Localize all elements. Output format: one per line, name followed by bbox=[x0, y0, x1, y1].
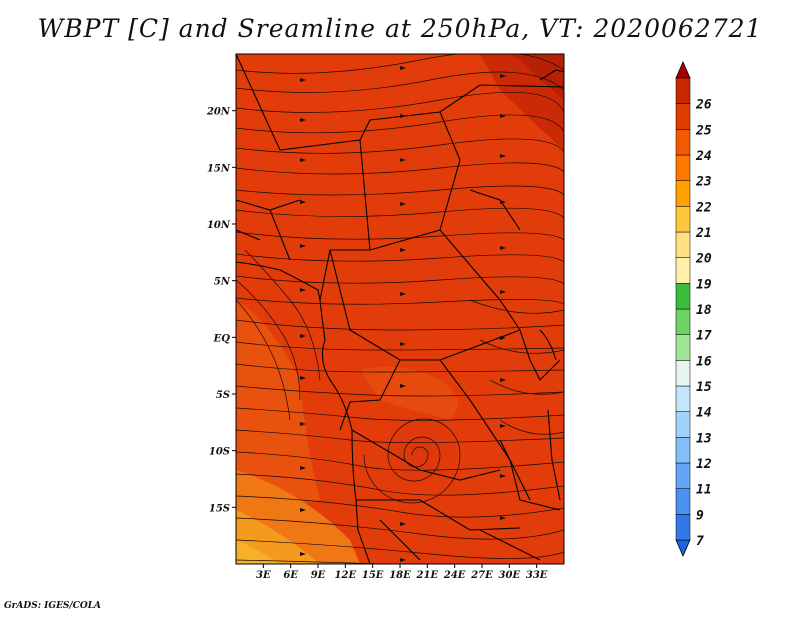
colorbar-box bbox=[675, 129, 691, 156]
colorbar-min-arrow bbox=[675, 539, 691, 557]
lon-tick-label: 12E bbox=[335, 570, 357, 581]
lon-tick-label: 24E bbox=[443, 570, 466, 581]
credit-text: GrADS: IGES/COLA bbox=[4, 601, 102, 611]
colorbar-box bbox=[675, 462, 691, 489]
cooler-region-west bbox=[236, 300, 320, 520]
colorbar-label: 18 bbox=[696, 303, 712, 318]
map-title: WBPT [C] and Sreamline at 250hPa, VT: 20… bbox=[37, 14, 763, 43]
lon-tick-label: 6E bbox=[283, 570, 298, 581]
country-borders bbox=[236, 54, 564, 564]
colorbar-box bbox=[675, 385, 691, 412]
lat-tick-label: 5N bbox=[214, 277, 231, 288]
colorbar-max-arrow bbox=[675, 61, 691, 79]
map-panel bbox=[236, 54, 564, 564]
colorbar-label: 9 bbox=[696, 508, 704, 523]
colorbar-label: 12 bbox=[696, 457, 712, 472]
lon-tick-label: 21E bbox=[416, 570, 439, 581]
lon-tick-label: 18E bbox=[389, 570, 411, 581]
streamline-arrows bbox=[300, 66, 506, 562]
streamlines bbox=[236, 54, 564, 564]
colorbar-label: 25 bbox=[695, 123, 712, 138]
lat-tick-label: 20N bbox=[206, 107, 231, 118]
colorbar-label: 17 bbox=[696, 329, 712, 344]
colorbar-box bbox=[675, 231, 691, 258]
colorbar-label: 15 bbox=[696, 380, 712, 395]
cooler-blotch-center bbox=[360, 366, 458, 420]
lat-tick-label: EQ bbox=[213, 333, 231, 344]
colorbar-label: 22 bbox=[695, 200, 712, 215]
colorbar-label: 11 bbox=[696, 483, 712, 498]
colorbar-label: 19 bbox=[696, 277, 712, 292]
colorbar-box bbox=[675, 180, 691, 207]
colorbar-box bbox=[675, 488, 691, 515]
colorbar-box bbox=[675, 103, 691, 130]
lat-tick-label: 15S bbox=[209, 503, 230, 514]
colorbar-box bbox=[675, 308, 691, 335]
latitude-axis: 20N 15N 10N 5N EQ 5S 10S 15S bbox=[206, 107, 236, 514]
colorbar-label: 20 bbox=[695, 252, 712, 267]
colorbar-box bbox=[675, 360, 691, 387]
colorbar-label: 23 bbox=[695, 175, 712, 190]
colorbar: 7 9 11 12 13 14 15 16 17 18 19 20 21 22 23 24 25 26 bbox=[675, 61, 712, 557]
colorbar-box bbox=[675, 257, 691, 284]
colorbar-box bbox=[675, 514, 691, 541]
colorbar-label: 7 bbox=[696, 534, 704, 549]
lon-tick-label: 27E bbox=[470, 570, 493, 581]
colorbar-label: 13 bbox=[696, 431, 712, 446]
colorbar-box bbox=[675, 437, 691, 464]
colorbar-box bbox=[675, 154, 691, 181]
lat-tick-label: 5S bbox=[216, 390, 230, 401]
lon-tick-label: 30E bbox=[499, 570, 521, 581]
colorbar-label: 24 bbox=[695, 149, 712, 164]
colorbar-label: 14 bbox=[696, 406, 712, 421]
warmest-region-ne bbox=[510, 54, 564, 100]
lon-tick-label: 9E bbox=[311, 570, 326, 581]
colorbar-box bbox=[675, 77, 691, 104]
longitude-axis: 3E 6E 9E 12E 15E 18E 21E 24E 27E 30E 33E bbox=[256, 564, 548, 581]
colorbar-box bbox=[675, 334, 691, 361]
colorbar-label: 16 bbox=[696, 354, 712, 369]
lon-tick-label: 15E bbox=[362, 570, 384, 581]
colorbar-box bbox=[675, 206, 691, 233]
lon-tick-label: 33E bbox=[526, 570, 548, 581]
lat-tick-label: 15N bbox=[207, 163, 231, 174]
cyclone-core bbox=[380, 410, 460, 490]
coolest-band-sw bbox=[236, 540, 280, 564]
colorbar-box bbox=[675, 411, 691, 438]
colorbar-label: 26 bbox=[695, 98, 712, 113]
lat-tick-label: 10N bbox=[207, 220, 231, 231]
lon-tick-label: 3E bbox=[256, 570, 271, 581]
lat-tick-label: 10S bbox=[209, 447, 230, 458]
colorbar-box bbox=[675, 283, 691, 310]
colorbar-label: 21 bbox=[695, 226, 712, 241]
